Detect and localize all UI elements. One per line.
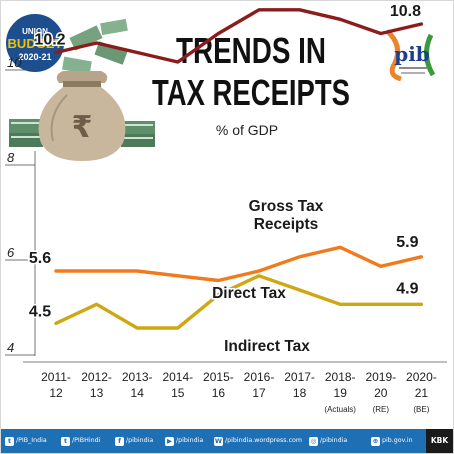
x-tick-label: 2014- — [162, 370, 193, 384]
instagram-icon: ◎ — [309, 436, 318, 446]
money-stack-left-icon — [9, 119, 43, 147]
footer-link-text: /pibindia — [176, 437, 204, 444]
x-tick-label: 13 — [90, 386, 104, 400]
social-footer: t/PIB_India t/PIBHindi f/pibindia ▶/pibindi… — [1, 429, 453, 453]
twitter-icon: t — [61, 436, 70, 446]
footer-link-text: /PIB_India — [16, 437, 47, 444]
kbk-brand: KBK — [426, 429, 453, 453]
x-tick-label: 18 — [293, 386, 307, 400]
x-tick-label: 2013- — [122, 370, 153, 384]
y-tick-label-6: 6 — [7, 245, 15, 260]
data-label: 4.5 — [29, 303, 51, 320]
footer-link-text: pib.gov.in — [382, 437, 413, 444]
budget-illustration: ₹ UNION BUDGET 2020-21 — [4, 12, 155, 161]
x-tick-label: 12 — [49, 386, 63, 400]
x-tick-label: 2012- — [81, 370, 112, 384]
x-tick-label: 14 — [131, 386, 145, 400]
direct-tax-line — [54, 245, 424, 283]
series-label: Receipts — [254, 216, 319, 233]
rupee-symbol-icon: ₹ — [72, 110, 93, 145]
union-budget-badge: UNION BUDGET 2020-21 — [4, 12, 66, 74]
x-tick-label: 2019- — [365, 370, 396, 384]
x-tick-label: 2016- — [244, 370, 275, 384]
x-tick-label: (Actuals) — [324, 405, 356, 414]
title-line1: TRENDS IN — [176, 30, 326, 71]
data-label: 5.6 — [29, 250, 51, 267]
data-label: 10.2 — [34, 32, 65, 49]
globe-icon: ⊕ — [371, 436, 380, 446]
twitter-icon: t — [5, 436, 14, 446]
data-label: 5.9 — [396, 234, 418, 251]
flying-notes-icon — [61, 18, 128, 75]
youtube-icon: ▶ — [165, 436, 174, 446]
x-tick-label: 15 — [171, 386, 185, 400]
footer-link-text: /pibindia — [126, 437, 154, 444]
badge-line3: 2020-21 — [18, 52, 51, 62]
x-tick-label: 16 — [212, 386, 226, 400]
x-tick-label: 21 — [415, 386, 429, 400]
series-label: Indirect Tax — [224, 338, 310, 355]
footer-social-link[interactable]: ⊕ pib.gov.in — [371, 429, 413, 453]
x-tick-label: 2015- — [203, 370, 234, 384]
chart-canvas: ₹ UNION BUDGET 2020-21 pib TRENDS IN TAX… — [4, 2, 447, 414]
wordpress-icon: W — [214, 436, 223, 446]
y-tick-label-8: 8 — [7, 150, 15, 165]
chart-subtitle: % of GDP — [216, 122, 278, 138]
money-stack-right-icon — [121, 121, 155, 147]
data-label: 4.9 — [396, 280, 418, 297]
x-tick-label: 2020- — [406, 370, 437, 384]
badge-line2: BUDGET — [8, 36, 63, 51]
pib-logo: pib — [379, 23, 439, 83]
facebook-icon: f — [115, 436, 124, 446]
x-tick-label: 2018- — [325, 370, 356, 384]
series-label: Direct Tax — [212, 285, 286, 302]
pib-logo-mark: pib — [394, 42, 430, 66]
x-tick-label: (RE) — [373, 405, 390, 414]
indirect-tax-line — [54, 274, 424, 330]
gross-tax-line — [54, 8, 424, 64]
footer-link-text: /PIBHindi — [72, 437, 101, 444]
series-label: Gross Tax — [249, 198, 324, 215]
x-tick-label: 19 — [334, 386, 348, 400]
footer-social-link[interactable]: ▶/pibindia — [165, 429, 203, 453]
x-tick-label: 2011- — [41, 370, 71, 384]
x-tick-label: (BE) — [413, 405, 429, 414]
money-bag-icon: ₹ — [38, 71, 126, 161]
title-line2: TAX RECEIPTS — [152, 72, 350, 113]
y-tick-label-4: 4 — [7, 340, 14, 355]
x-tick-label: 2017- — [284, 370, 315, 384]
footer-social-link[interactable]: t/PIBHindi — [61, 429, 100, 453]
footer-link-text: /pibindia — [320, 437, 348, 444]
footer-social-link[interactable]: f/pibindia — [115, 429, 153, 453]
footer-social-link[interactable]: t/PIB_India — [5, 429, 47, 453]
plot-area: 46810122011-122012-132013-142014-152015-… — [5, 2, 447, 414]
x-tick-label: 17 — [252, 386, 266, 400]
y-tick-label-10: 10 — [7, 55, 22, 70]
x-tick-label: 20 — [374, 386, 388, 400]
footer-link-text: /pibindia.wordpress.com — [225, 437, 303, 444]
footer-social-link[interactable]: ◎/pibindia — [309, 429, 347, 453]
footer-social-link[interactable]: W/pibindia.wordpress.com — [214, 429, 302, 453]
data-label: 10.8 — [390, 3, 421, 20]
badge-line1: UNION — [22, 27, 48, 36]
